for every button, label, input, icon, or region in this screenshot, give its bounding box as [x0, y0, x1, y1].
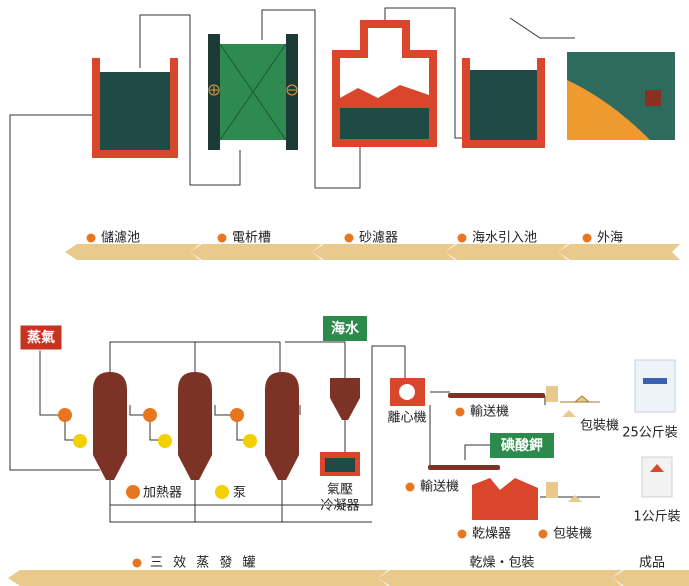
- conveyor: [428, 465, 500, 470]
- centrifuge-drum: [399, 384, 415, 400]
- dot: [455, 407, 465, 417]
- anode-symbol: [210, 86, 218, 94]
- conveyor-label: 輸送機: [420, 480, 459, 495]
- dryer-label: 乾燥器: [472, 527, 511, 542]
- dot: [405, 482, 415, 492]
- evaporators: [93, 372, 360, 480]
- stage-label: 儲濾池: [101, 231, 140, 246]
- pump-label: 泵: [233, 486, 246, 501]
- stage-label: 外海: [597, 231, 623, 246]
- stage-label: 成品: [639, 556, 665, 571]
- stage-label: 電析槽: [232, 231, 271, 246]
- steam-tag: [19, 324, 63, 351]
- membrane: [219, 43, 287, 141]
- anode-symbol: [208, 84, 220, 96]
- pack-label: 1公斤裝: [633, 510, 680, 525]
- heater-label: 加熱器: [143, 486, 182, 501]
- sea: [567, 52, 675, 140]
- stage-bands: [8, 570, 689, 586]
- seawater-tag: [323, 316, 367, 341]
- conveyor: [448, 393, 545, 398]
- iodate-label: 碘酸鉀: [500, 437, 543, 454]
- sand-layer: [340, 85, 429, 108]
- heater-legend: [126, 485, 140, 499]
- packer: [568, 495, 582, 502]
- tank-water: [100, 72, 170, 150]
- condenser-label: 冷凝器: [320, 498, 359, 514]
- pump-legend: [215, 485, 229, 499]
- steam-label: 蒸氣: [27, 329, 55, 346]
- stage-dots: [86, 233, 592, 243]
- tank-water: [470, 70, 537, 140]
- bag: [546, 482, 558, 498]
- stage-label: 海水引入池: [472, 231, 537, 246]
- dot: [457, 529, 467, 539]
- bag-25kg: [634, 359, 676, 413]
- bag-print: [650, 464, 664, 472]
- stage-label: 砂濾器: [359, 231, 398, 246]
- electrode: [286, 34, 298, 150]
- bag-1kg: [641, 456, 673, 498]
- stage-dot: [132, 558, 142, 568]
- cathode-symbol: [286, 84, 298, 96]
- condenser-label: 氣壓: [327, 483, 353, 498]
- conveyor-label: 輸送機: [470, 405, 509, 420]
- bag: [546, 386, 558, 402]
- seawater-label: 海水: [331, 320, 360, 337]
- bag-print: [643, 378, 667, 384]
- pack-label: 25公斤裝: [622, 426, 678, 441]
- packer: [560, 395, 600, 403]
- dot: [538, 529, 548, 539]
- heaters: [58, 408, 257, 448]
- iodate-tag: [490, 433, 554, 458]
- stage-bands: [65, 244, 680, 260]
- centrifuge-label: 離心機: [387, 411, 426, 426]
- filter-water: [340, 108, 429, 139]
- packer-label: 包裝機: [580, 419, 619, 434]
- condenser-water: [325, 458, 355, 472]
- stage-label: 乾燥・包裝: [469, 556, 534, 571]
- stage-label: 三 效 蒸 發 罐: [150, 556, 256, 571]
- packer-label: 包裝機: [553, 527, 592, 542]
- packer: [562, 410, 576, 417]
- intake: [645, 90, 661, 106]
- dryer: [472, 478, 538, 520]
